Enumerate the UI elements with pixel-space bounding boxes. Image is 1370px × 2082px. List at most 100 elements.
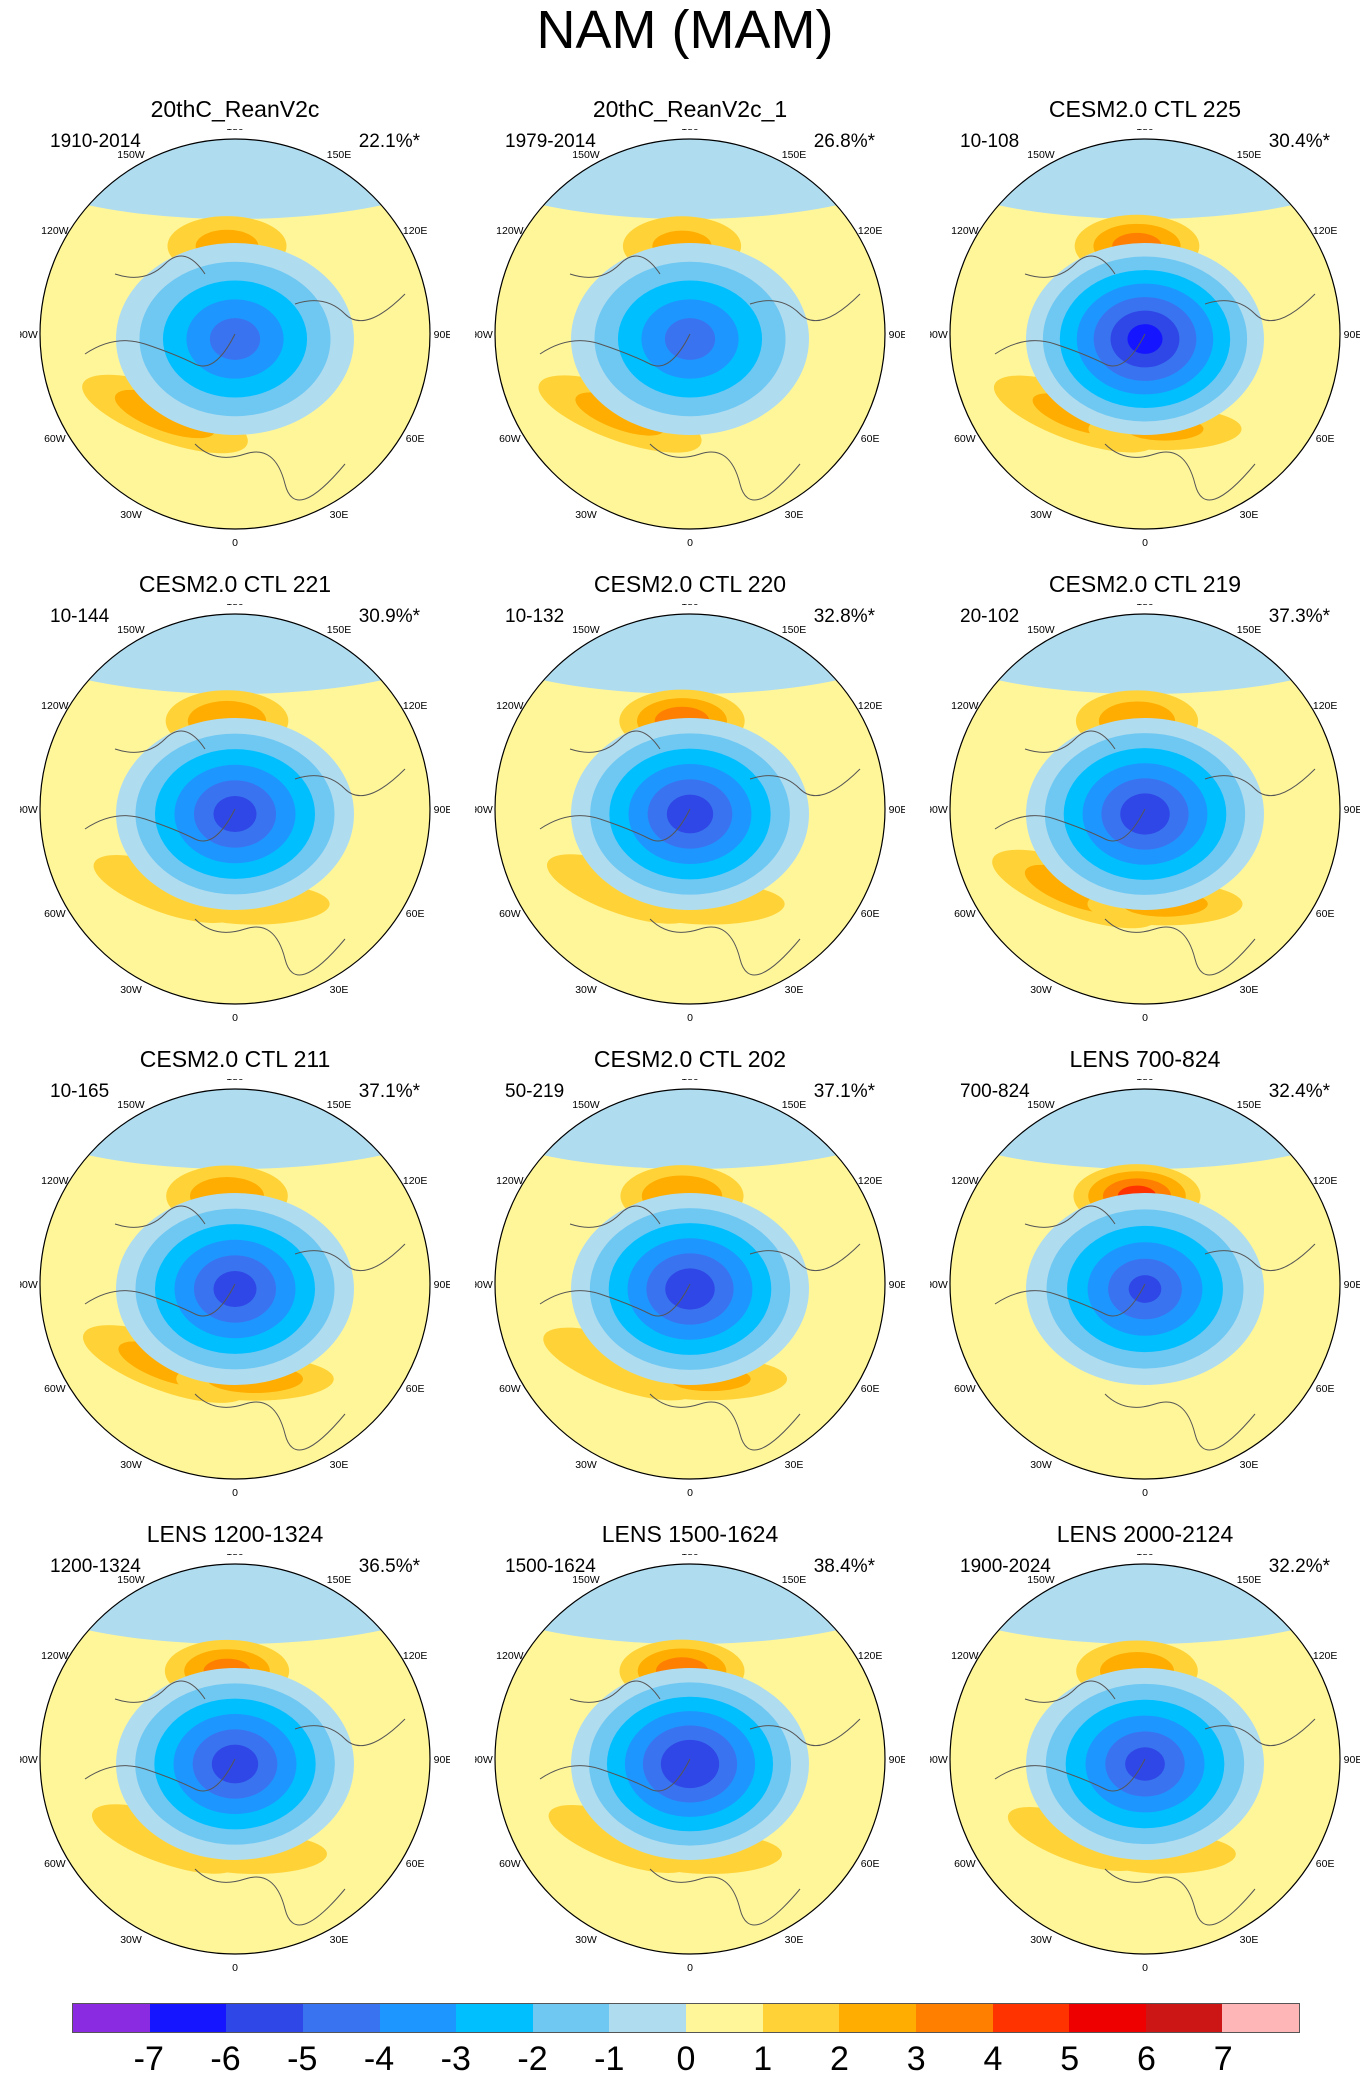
longitude-label: 60E <box>1316 1858 1335 1870</box>
longitude-label: 90E <box>889 804 905 816</box>
longitude-label: 90E <box>434 804 450 816</box>
panel-title: LENS 1200-1324 <box>146 1521 324 1547</box>
longitude-label: 30W <box>1030 1934 1052 1946</box>
coastline <box>1204 293 1316 322</box>
longitude-label: 0 <box>232 537 238 549</box>
colorbar-tick-label: 4 <box>983 2040 1003 2078</box>
panel-period: 700-824 <box>960 1081 1030 1102</box>
longitude-label: 0 <box>1142 537 1148 549</box>
panel-period: 1900-2024 <box>960 1556 1051 1577</box>
map-boundary <box>494 138 886 530</box>
negative-contour-pacific-band <box>40 614 430 694</box>
negative-contour-arctic <box>1128 1275 1162 1303</box>
longitude-label: 60W <box>954 1383 976 1395</box>
longitude-label: 30W <box>575 984 597 996</box>
map-panel: CESM2.0 CTL 225 10-108 30.4%* 180 150E 120E 90… <box>930 95 1360 555</box>
colorbar-tick-label: 2 <box>830 2040 849 2078</box>
longitude-label: 90W <box>930 804 948 816</box>
longitude-label: 90W <box>475 329 493 341</box>
coastline <box>194 1393 346 1451</box>
longitude-label: 120W <box>951 225 979 237</box>
longitude-label: 120E <box>1313 1650 1338 1662</box>
longitude-label: 150W <box>117 1574 145 1586</box>
panel-period: 1200-1324 <box>50 1556 141 1577</box>
negative-contour-arctic <box>211 1744 259 1784</box>
polar-map: 180 150E 120E 90E 60E 30E 0 30W 60W 90W 120W 150W <box>475 1079 905 1499</box>
colorbar-tick-label: 7 <box>1213 2040 1233 2078</box>
colorbar-tick-label: -4 <box>363 2040 395 2078</box>
panel-variance: 36.5%* <box>358 1556 420 1577</box>
panel-title: CESM2.0 CTL 225 <box>1048 96 1242 122</box>
longitude-label: 90W <box>20 1754 38 1766</box>
polar-map: 180 150E 120E 90E 60E 30E 0 30W 60W 90W 120W 150W <box>475 1554 905 1974</box>
longitude-label: 60W <box>44 1383 66 1395</box>
colorbar-tick-label: 0 <box>676 2040 696 2078</box>
colorbar-tick-label: 5 <box>1060 2040 1080 2078</box>
panel-period: 10-132 <box>505 606 565 627</box>
polar-map: 180 150E 120E 90E 60E 30E 0 30W 60W 90W 120W 150W <box>20 604 450 1024</box>
longitude-label: 120W <box>41 700 69 712</box>
panel-variance: 26.8%* <box>813 131 875 152</box>
longitude-label: 0 <box>1142 1962 1148 1974</box>
coastline <box>194 443 346 501</box>
longitude-label: 180 <box>1136 129 1154 133</box>
longitude-label: 120E <box>1313 225 1338 237</box>
panel-period: 10-108 <box>960 131 1020 152</box>
longitude-label: 150W <box>117 624 145 636</box>
longitude-label: 120E <box>858 225 883 237</box>
coastline <box>994 333 1146 367</box>
map-boundary <box>949 613 1341 1005</box>
longitude-label: 60E <box>1316 433 1335 445</box>
panel-variance: 37.3%* <box>1268 606 1330 627</box>
coastline <box>1024 1205 1116 1228</box>
longitude-label: 90E <box>1344 329 1360 341</box>
negative-contour-arctic <box>1125 1747 1165 1781</box>
map-boundary <box>39 1563 431 1955</box>
longitude-label: 0 <box>232 1962 238 1974</box>
coastline <box>994 808 1146 842</box>
coastline <box>294 1243 406 1272</box>
longitude-label: 90E <box>434 329 450 341</box>
longitude-label: 30W <box>120 984 142 996</box>
longitude-label: 90E <box>1344 1279 1360 1291</box>
longitude-label: 120E <box>1313 1175 1338 1187</box>
longitude-label: 150W <box>1027 624 1055 636</box>
panel-title: CESM2.0 CTL 211 <box>139 1046 331 1072</box>
longitude-label: 150E <box>1237 149 1262 161</box>
negative-contour-pacific-band <box>40 1089 430 1169</box>
map-panel: CESM2.0 CTL 221 10-144 30.9%* 180 150E 120E 90… <box>20 570 450 1030</box>
longitude-label: 90W <box>475 804 493 816</box>
colorbar-swatch <box>456 2004 533 2032</box>
panel-variance: 32.4%* <box>1268 1081 1330 1102</box>
map-panel: LENS 700-824 700-824 32.4%* 180 150E 120E 90E 6… <box>930 1045 1360 1505</box>
longitude-label: 60W <box>954 1858 976 1870</box>
longitude-label: 120E <box>403 1175 428 1187</box>
coastline <box>749 1718 861 1747</box>
longitude-label: 0 <box>1142 1012 1148 1024</box>
longitude-label: 150E <box>1237 1099 1262 1111</box>
map-boundary <box>494 613 886 1005</box>
longitude-label: 180 <box>226 1554 244 1558</box>
map-panel: 20thC_ReanV2c 1910-2014 22.1%* 180 150E 120E 9… <box>20 95 450 555</box>
coastline <box>649 1868 801 1926</box>
longitude-label: 0 <box>1142 1487 1148 1499</box>
coastline <box>1204 1718 1316 1747</box>
panel-period: 1500-1624 <box>505 1556 596 1577</box>
longitude-label: 60E <box>1316 1383 1335 1395</box>
longitude-label: 150W <box>572 1574 600 1586</box>
coastline <box>539 1283 691 1317</box>
figure-title: NAM (MAM) <box>536 0 834 60</box>
colorbar-swatch <box>1069 2004 1146 2032</box>
longitude-label: 180 <box>681 604 699 608</box>
longitude-label: 150W <box>1027 1574 1055 1586</box>
negative-contour-pacific-band <box>495 1089 885 1169</box>
longitude-label: 60W <box>954 908 976 920</box>
coastline <box>84 1758 236 1792</box>
negative-contour-arctic <box>660 1739 720 1789</box>
panel-variance: 37.1%* <box>358 1081 420 1102</box>
longitude-label: 30E <box>1240 984 1259 996</box>
coastline <box>1104 1393 1256 1451</box>
longitude-label: 150E <box>1237 624 1262 636</box>
longitude-label: 120W <box>951 700 979 712</box>
